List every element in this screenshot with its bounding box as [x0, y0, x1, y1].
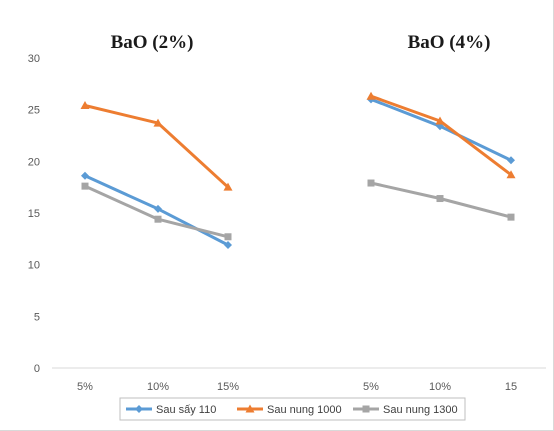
series-line	[369, 97, 513, 162]
y-tick-label: 10	[28, 260, 40, 272]
data-point-marker	[154, 204, 162, 213]
data-point-marker	[436, 195, 444, 203]
x-tick-label: 15	[505, 381, 517, 393]
data-point-marker	[223, 182, 233, 191]
x-tick-label: 15%	[217, 381, 239, 393]
y-tick-label: 30	[28, 53, 40, 65]
x-tick-label: 10%	[147, 381, 169, 393]
legend-box	[119, 397, 466, 421]
series-line	[83, 184, 230, 239]
data-point-marker	[366, 91, 376, 100]
legend-label: Sau nung 1300	[383, 404, 458, 416]
data-point-marker	[81, 171, 89, 180]
data-point-marker	[81, 182, 89, 190]
data-point-marker	[506, 170, 516, 179]
legend-label: Sau sấy 110	[156, 404, 216, 416]
data-point-marker	[154, 215, 162, 223]
legend-label: Sau nung 1000	[267, 404, 342, 416]
y-tick-label: 25	[28, 105, 40, 117]
legend-marker	[245, 404, 255, 413]
panel-title: BaO (4%)	[408, 32, 491, 53]
data-point-marker	[507, 213, 515, 221]
data-point-marker	[224, 233, 232, 241]
data-point-marker	[224, 241, 232, 250]
x-tick-label: 10%	[429, 381, 451, 393]
data-point-marker	[80, 101, 90, 110]
x-tick-label: 5%	[363, 381, 379, 393]
legend-marker	[362, 405, 370, 413]
data-point-marker	[507, 156, 515, 165]
data-point-marker	[153, 118, 163, 127]
legend-marker	[135, 405, 143, 413]
y-tick-label: 0	[34, 363, 40, 375]
series-line	[83, 104, 230, 189]
panel-title: BaO (2%)	[111, 32, 194, 53]
data-point-marker	[367, 179, 375, 187]
data-point-marker	[435, 116, 445, 125]
y-tick-label: 20	[28, 156, 40, 168]
y-tick-label: 5	[34, 311, 40, 323]
x-tick-label: 5%	[77, 381, 93, 393]
y-tick-label: 15	[28, 208, 40, 220]
